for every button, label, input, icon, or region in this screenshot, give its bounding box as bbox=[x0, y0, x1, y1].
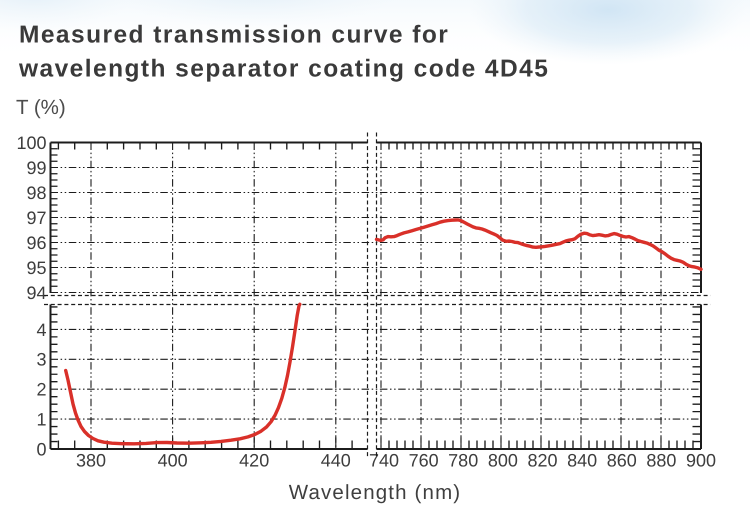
svg-text:780: 780 bbox=[448, 451, 478, 471]
svg-text:440: 440 bbox=[321, 451, 351, 471]
svg-text:860: 860 bbox=[607, 451, 637, 471]
svg-text:2: 2 bbox=[36, 380, 46, 400]
svg-text:94: 94 bbox=[26, 283, 46, 303]
svg-text:400: 400 bbox=[158, 451, 188, 471]
svg-text:100: 100 bbox=[16, 133, 46, 153]
svg-text:800: 800 bbox=[488, 451, 518, 471]
svg-text:99: 99 bbox=[26, 158, 46, 178]
svg-text:97: 97 bbox=[26, 208, 46, 228]
svg-text:3: 3 bbox=[36, 350, 46, 370]
svg-text:Wavelength (nm): Wavelength (nm) bbox=[289, 481, 462, 504]
svg-text:wavelength separator coating c: wavelength separator coating code 4D45 bbox=[18, 56, 549, 83]
svg-text:1: 1 bbox=[36, 410, 46, 430]
svg-text:880: 880 bbox=[646, 451, 676, 471]
svg-text:740: 740 bbox=[369, 451, 399, 471]
svg-text:820: 820 bbox=[527, 451, 557, 471]
svg-text:T (%): T (%) bbox=[16, 96, 66, 119]
svg-text:380: 380 bbox=[76, 451, 106, 471]
svg-text:0: 0 bbox=[36, 439, 46, 459]
svg-text:98: 98 bbox=[26, 183, 46, 203]
svg-text:4: 4 bbox=[36, 320, 46, 340]
svg-text:840: 840 bbox=[567, 451, 597, 471]
svg-text:760: 760 bbox=[409, 451, 439, 471]
svg-text:Measured transmission curve fo: Measured transmission curve for bbox=[19, 22, 449, 49]
svg-text:420: 420 bbox=[239, 451, 269, 471]
svg-text:96: 96 bbox=[26, 233, 46, 253]
svg-text:900: 900 bbox=[686, 451, 716, 471]
svg-text:95: 95 bbox=[26, 258, 46, 278]
